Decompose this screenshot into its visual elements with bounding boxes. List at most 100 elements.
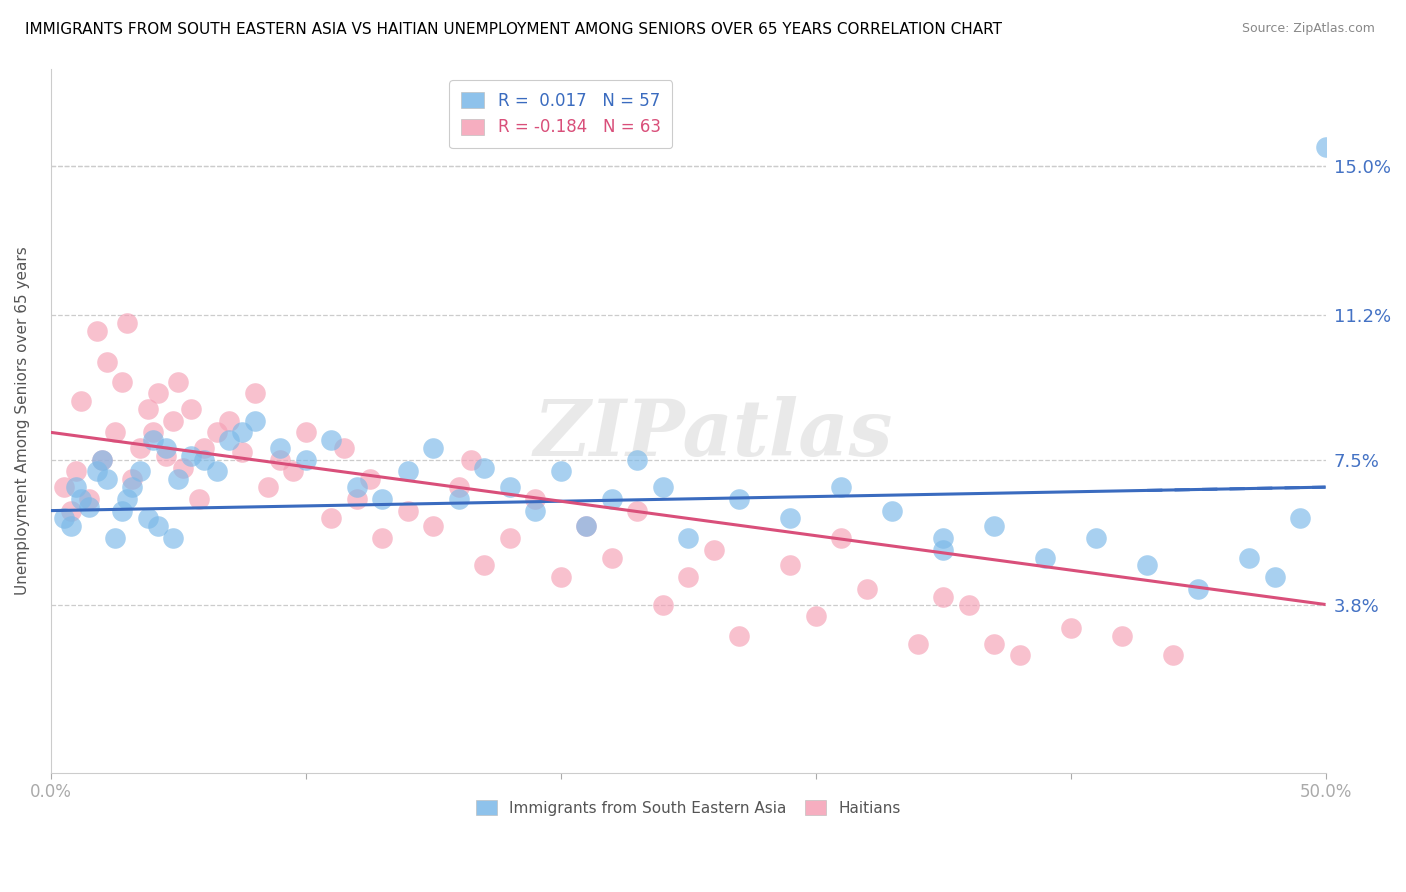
Point	[728, 629, 751, 643]
Point	[269, 452, 291, 467]
Point	[550, 465, 572, 479]
Point	[1161, 648, 1184, 663]
Point	[121, 472, 143, 486]
Point	[146, 519, 169, 533]
Point	[626, 503, 648, 517]
Point	[371, 491, 394, 506]
Point	[96, 472, 118, 486]
Point	[550, 570, 572, 584]
Point	[626, 452, 648, 467]
Point	[243, 414, 266, 428]
Point	[779, 511, 801, 525]
Point	[447, 480, 470, 494]
Point	[52, 511, 75, 525]
Point	[142, 425, 165, 440]
Point	[855, 582, 877, 596]
Point	[651, 598, 673, 612]
Point	[70, 491, 93, 506]
Point	[676, 570, 699, 584]
Point	[129, 465, 152, 479]
Point	[333, 441, 356, 455]
Text: Source: ZipAtlas.com: Source: ZipAtlas.com	[1241, 22, 1375, 36]
Point	[447, 491, 470, 506]
Point	[422, 441, 444, 455]
Point	[321, 433, 343, 447]
Point	[957, 598, 980, 612]
Point	[1008, 648, 1031, 663]
Point	[983, 637, 1005, 651]
Point	[830, 480, 852, 494]
Point	[162, 531, 184, 545]
Point	[1289, 511, 1312, 525]
Point	[1187, 582, 1209, 596]
Point	[103, 531, 125, 545]
Point	[728, 491, 751, 506]
Point	[779, 558, 801, 573]
Point	[180, 449, 202, 463]
Point	[205, 465, 228, 479]
Point	[983, 519, 1005, 533]
Point	[294, 425, 316, 440]
Point	[1264, 570, 1286, 584]
Point	[193, 452, 215, 467]
Point	[830, 531, 852, 545]
Point	[70, 394, 93, 409]
Point	[52, 480, 75, 494]
Point	[218, 433, 240, 447]
Point	[460, 452, 482, 467]
Point	[281, 465, 304, 479]
Point	[499, 480, 522, 494]
Text: ZIPatlas: ZIPatlas	[534, 396, 893, 473]
Point	[422, 519, 444, 533]
Point	[472, 558, 495, 573]
Point	[396, 465, 419, 479]
Point	[121, 480, 143, 494]
Point	[142, 433, 165, 447]
Point	[146, 386, 169, 401]
Point	[804, 609, 827, 624]
Point	[269, 441, 291, 455]
Point	[359, 472, 381, 486]
Point	[60, 519, 83, 533]
Point	[1136, 558, 1159, 573]
Point	[86, 324, 108, 338]
Point	[651, 480, 673, 494]
Point	[1059, 621, 1081, 635]
Point	[86, 465, 108, 479]
Point	[60, 503, 83, 517]
Legend: Immigrants from South Eastern Asia, Haitians: Immigrants from South Eastern Asia, Hait…	[467, 791, 910, 825]
Point	[103, 425, 125, 440]
Point	[111, 375, 134, 389]
Text: IMMIGRANTS FROM SOUTH EASTERN ASIA VS HAITIAN UNEMPLOYMENT AMONG SENIORS OVER 65: IMMIGRANTS FROM SOUTH EASTERN ASIA VS HA…	[25, 22, 1002, 37]
Point	[162, 414, 184, 428]
Point	[575, 519, 598, 533]
Point	[172, 460, 194, 475]
Point	[600, 491, 623, 506]
Point	[167, 472, 190, 486]
Point	[96, 355, 118, 369]
Point	[932, 531, 955, 545]
Point	[1033, 550, 1056, 565]
Point	[65, 480, 87, 494]
Point	[600, 550, 623, 565]
Point	[1085, 531, 1108, 545]
Point	[243, 386, 266, 401]
Point	[65, 465, 87, 479]
Point	[703, 542, 725, 557]
Point	[882, 503, 904, 517]
Point	[346, 480, 368, 494]
Point	[180, 401, 202, 416]
Point	[90, 452, 112, 467]
Point	[1315, 140, 1337, 154]
Point	[676, 531, 699, 545]
Point	[136, 401, 159, 416]
Point	[231, 445, 253, 459]
Point	[111, 503, 134, 517]
Point	[77, 491, 100, 506]
Point	[346, 491, 368, 506]
Point	[77, 500, 100, 514]
Point	[472, 460, 495, 475]
Point	[294, 452, 316, 467]
Point	[193, 441, 215, 455]
Point	[907, 637, 929, 651]
